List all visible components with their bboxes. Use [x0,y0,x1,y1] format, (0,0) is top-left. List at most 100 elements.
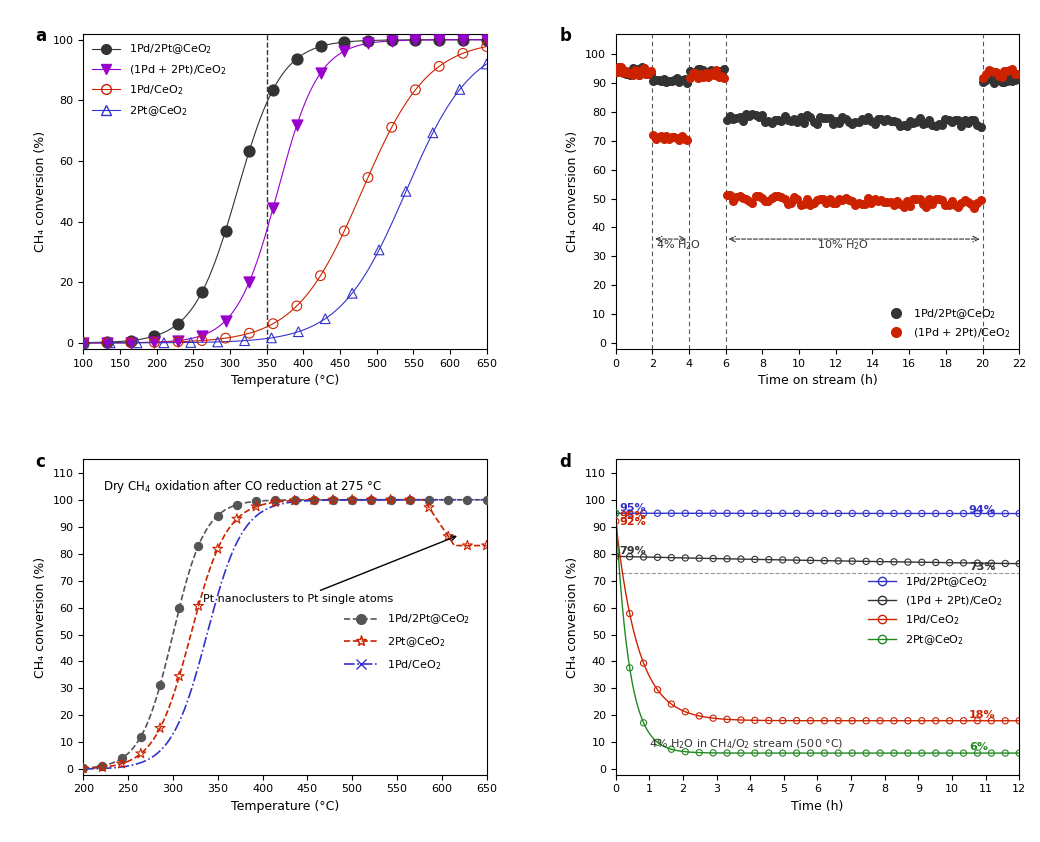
Point [209,542,226,556]
Point [708,64,725,77]
Point [265,317,282,330]
Text: 73%: 73% [969,562,995,572]
Point [401,493,418,507]
Point [737,192,754,205]
Point [478,493,495,507]
Point [732,713,749,727]
Point [666,73,682,87]
Point [946,199,963,212]
Point [229,498,245,511]
Point [217,332,234,345]
Point [941,746,958,759]
Point [843,714,860,727]
Point [770,189,786,203]
Point [669,131,685,144]
Point [113,752,130,765]
Point [786,112,803,125]
Point [760,115,777,128]
Point [384,35,400,48]
Point [913,556,930,569]
Point [963,197,980,210]
Point [886,198,903,211]
Point [336,35,353,49]
Point [370,243,387,257]
Point [830,507,847,520]
Point [75,336,92,349]
Point [760,507,777,520]
Point [75,336,92,349]
Point [872,714,888,727]
Point [983,71,999,84]
Point [941,714,958,727]
Point [960,195,977,209]
Point [928,507,944,520]
Point [744,196,760,210]
Point [674,129,691,142]
Point [857,197,874,210]
Point [99,336,115,349]
Text: 6%: 6% [969,743,988,753]
Point [886,714,903,727]
Point [816,714,833,727]
Point [152,722,168,735]
Point [700,67,717,80]
Point [171,715,187,728]
Point [384,120,400,134]
Point [770,113,786,126]
Point [344,286,361,300]
Point [802,746,818,759]
Text: 4% H$_2$O in CH$_4$/O$_2$ stream (500 °C): 4% H$_2$O in CH$_4$/O$_2$ stream (500 °C… [649,738,843,752]
Point [889,115,906,129]
Point [719,113,735,126]
Point [608,66,625,79]
Point [478,40,495,53]
Point [847,198,863,211]
Point [805,197,822,210]
Point [811,192,828,205]
Point [679,133,696,147]
Point [713,67,730,81]
Point [905,117,921,131]
Point [955,507,971,520]
Point [690,72,706,85]
Point [914,197,931,210]
Point [407,33,423,46]
Point [879,112,895,125]
X-axis label: Time (h): Time (h) [791,800,843,813]
Point [983,714,999,727]
Point [719,552,735,566]
Point [703,66,720,79]
Point [629,65,646,78]
Point [860,110,877,124]
Point [997,507,1014,520]
Point [869,195,886,208]
Point [236,334,253,348]
Point [941,507,958,520]
Point [698,66,714,79]
Point [963,114,980,127]
Point [719,746,735,759]
Legend: 1Pd/2Pt@CeO$_2$, (1Pd + 2Pt)/CeO$_2$, 1Pd/CeO$_2$, 2Pt@CeO$_2$: 1Pd/2Pt@CeO$_2$, (1Pd + 2Pt)/CeO$_2$, 1P… [88,40,230,121]
Point [643,65,659,78]
Point [650,130,667,143]
Point [997,557,1014,570]
Point [816,746,833,759]
Point [955,746,971,759]
Point [802,110,818,124]
Point [900,556,916,569]
Point [799,192,815,205]
Legend: 1Pd/2Pt@CeO$_2$, (1Pd + 2Pt)/CeO$_2$, 1Pd/CeO$_2$, 2Pt@CeO$_2$: 1Pd/2Pt@CeO$_2$, (1Pd + 2Pt)/CeO$_2$, 1P… [865,572,1006,650]
Legend: 1Pd/2Pt@CeO$_2$, (1Pd + 2Pt)/CeO$_2$: 1Pd/2Pt@CeO$_2$, (1Pd + 2Pt)/CeO$_2$ [884,304,1014,344]
Point [843,746,860,759]
Point [969,118,986,131]
Point [684,67,701,80]
Point [229,536,245,549]
Point [748,189,764,203]
Point [263,331,280,344]
Point [991,74,1008,88]
Point [635,61,652,75]
Point [648,73,665,87]
Point [757,115,774,129]
Point [241,144,258,157]
Point [754,108,771,121]
